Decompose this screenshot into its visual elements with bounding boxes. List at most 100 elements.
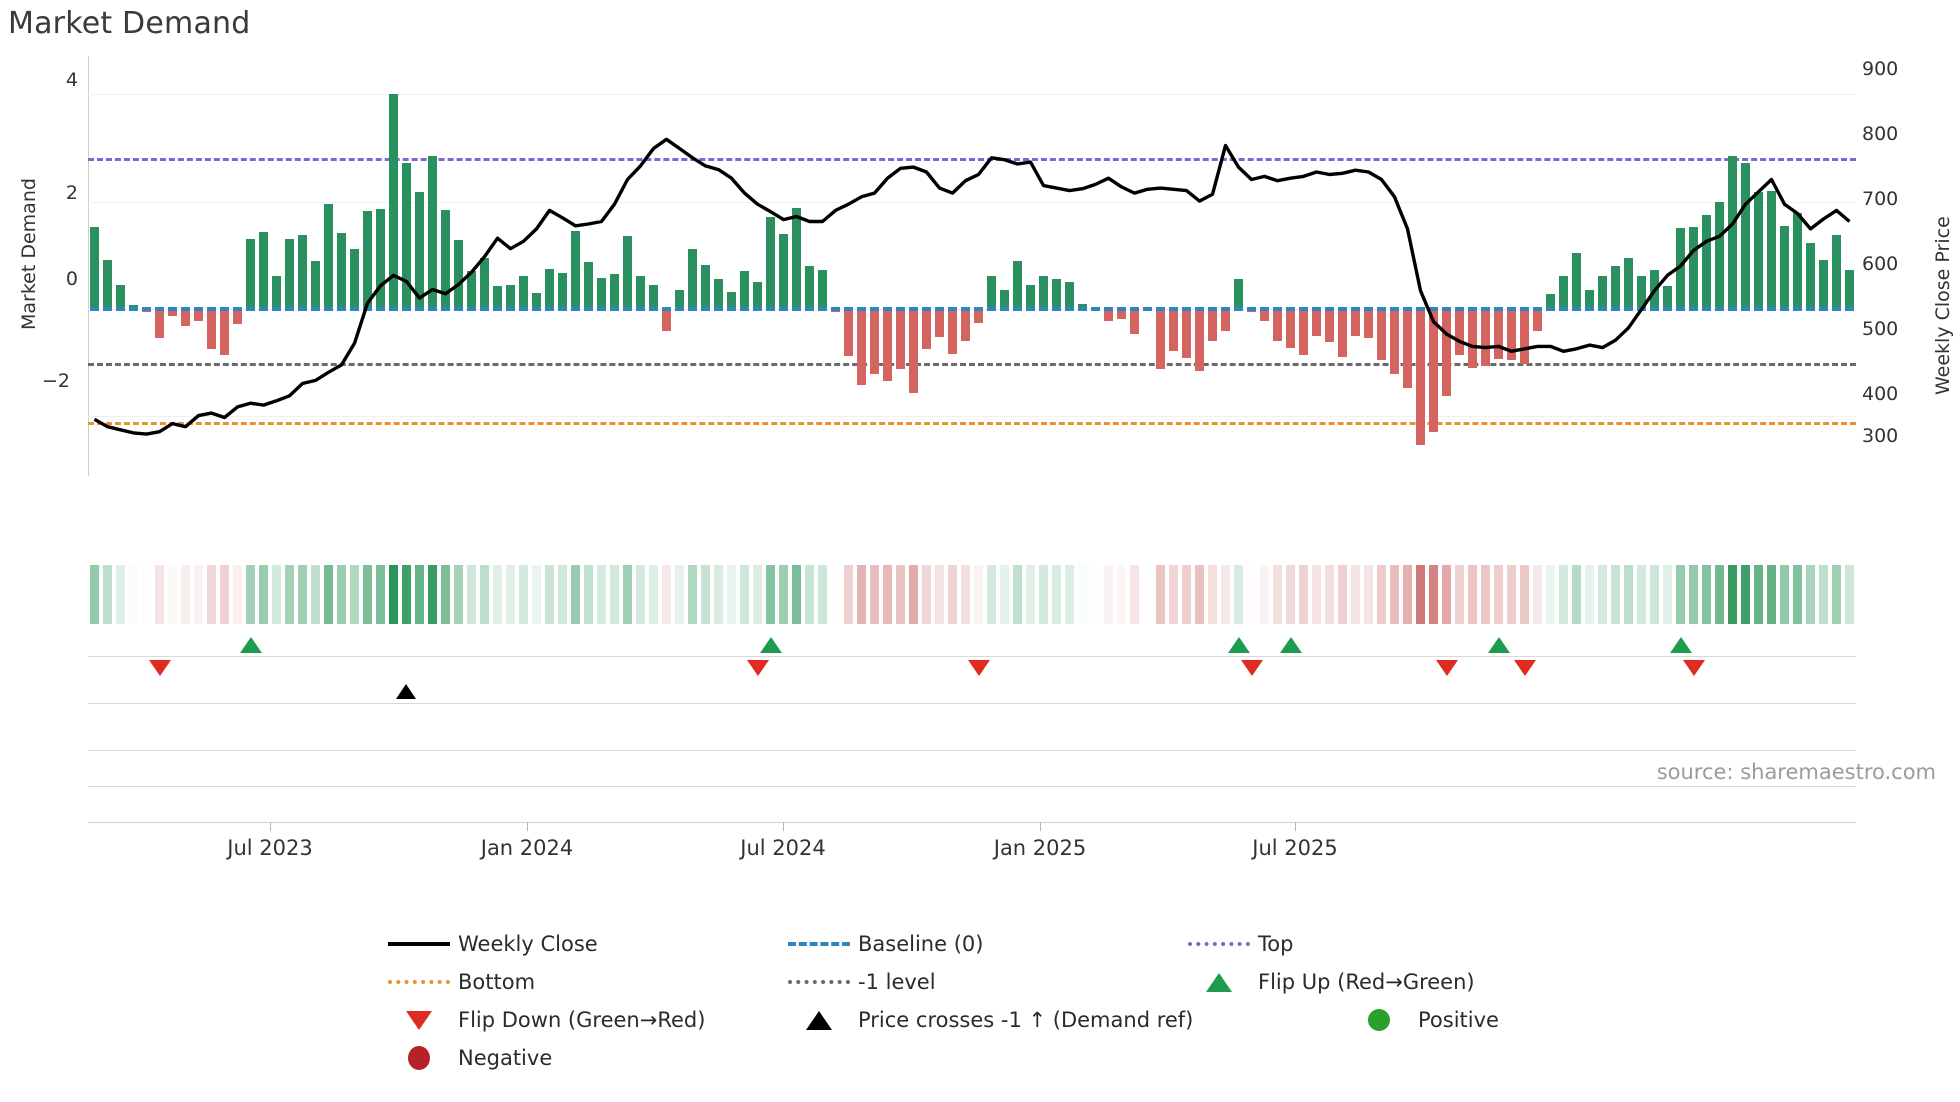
demand-bar <box>649 284 658 309</box>
line-dot-orange-icon <box>380 980 458 984</box>
legend-item-baseline[interactable]: Baseline (0) <box>780 932 1180 956</box>
legend-item-bottom[interactable]: Bottom <box>380 970 780 994</box>
demand-bar <box>1260 308 1269 321</box>
strip-cell <box>1234 565 1243 624</box>
strip-cell <box>480 565 489 624</box>
legend-row-1: Weekly Close Baseline (0) Top <box>380 925 1630 963</box>
legend-item-weekly-close[interactable]: Weekly Close <box>380 932 780 956</box>
baseline-tick <box>1572 306 1581 311</box>
strip-cell <box>1403 565 1412 624</box>
legend-item-negative[interactable]: Negative <box>380 1046 780 1070</box>
legend-label-flip-down: Flip Down (Green→Red) <box>458 1008 706 1032</box>
strip-cell <box>1572 565 1581 624</box>
legend-item-flip-up[interactable]: Flip Up (Red→Green) <box>1180 970 1580 994</box>
strip-cell <box>1221 565 1230 624</box>
baseline-tick <box>207 306 216 311</box>
legend-label-minus-one-level: -1 level <box>858 970 936 994</box>
demand-bar <box>467 271 476 309</box>
demand-bar <box>363 210 372 309</box>
strip-cell <box>545 565 554 624</box>
baseline-tick <box>1182 306 1191 311</box>
demand-bar <box>350 248 359 309</box>
baseline-tick <box>883 306 892 311</box>
demand-bar <box>1845 270 1854 309</box>
demand-bar <box>194 308 203 321</box>
demand-bar <box>1026 284 1035 309</box>
legend-label-top: Top <box>1258 932 1294 956</box>
demand-bar <box>103 260 112 309</box>
baseline-tick <box>155 306 164 311</box>
legend-item-positive[interactable]: Positive <box>1340 1008 1580 1032</box>
baseline-tick <box>870 306 879 311</box>
baseline-tick <box>129 306 138 311</box>
baseline-tick <box>337 306 346 311</box>
baseline-tick <box>1806 306 1815 311</box>
demand-bar <box>714 279 723 309</box>
demand-bar <box>740 271 749 309</box>
baseline-tick <box>1312 306 1321 311</box>
y-tick-right-3: 600 <box>1862 253 1899 275</box>
demand-bar <box>1754 191 1763 309</box>
x-tick-3 <box>1040 822 1041 831</box>
strip-cell <box>402 565 411 624</box>
demand-bar <box>623 235 632 309</box>
baseline-tick <box>1065 306 1074 311</box>
demand-bar <box>1767 190 1776 309</box>
strip-cell <box>1715 565 1724 624</box>
strip-cell <box>324 565 333 624</box>
strip-cell <box>753 565 762 624</box>
triangle-up-black-icon <box>780 1010 858 1030</box>
legend-item-top[interactable]: Top <box>1180 932 1580 956</box>
strip-cell <box>1598 565 1607 624</box>
lane-divider-4 <box>88 786 1856 787</box>
strip-cell <box>779 565 788 624</box>
strip-cell <box>857 565 866 624</box>
strip-cell <box>1806 565 1815 624</box>
strip-cell <box>1208 565 1217 624</box>
baseline-tick <box>818 306 827 311</box>
baseline-tick <box>1767 306 1776 311</box>
strip-cell <box>1312 565 1321 624</box>
baseline-tick <box>1091 306 1100 311</box>
strip-cell <box>350 565 359 624</box>
baseline-tick <box>220 306 229 311</box>
baseline-tick <box>740 306 749 311</box>
baseline-tick <box>623 306 632 311</box>
demand-bar <box>1000 290 1009 309</box>
baseline-tick <box>792 306 801 311</box>
legend-label-negative: Negative <box>458 1046 553 1070</box>
legend-item-flip-down[interactable]: Flip Down (Green→Red) <box>380 1008 780 1032</box>
strip-cell <box>1247 565 1256 624</box>
bottom-reference-line <box>88 421 1856 425</box>
demand-bar <box>571 231 580 309</box>
demand-bar <box>1806 243 1815 309</box>
baseline-tick <box>1078 306 1087 311</box>
strip-cell <box>1702 565 1711 624</box>
flip-up-marker <box>1227 637 1250 653</box>
demand-bar <box>90 227 99 309</box>
gridline-0 <box>88 308 1856 310</box>
demand-bar <box>1117 308 1126 319</box>
baseline-tick <box>1533 306 1542 311</box>
demand-bar <box>818 270 827 309</box>
legend-item-minus-one-level[interactable]: -1 level <box>780 970 1180 994</box>
y-tick-right-6: 300 <box>1862 425 1899 447</box>
legend-item-price-cross[interactable]: Price crosses -1 ↑ (Demand ref) <box>780 1008 1340 1032</box>
strip-cell <box>636 565 645 624</box>
baseline-tick <box>233 306 242 311</box>
baseline-tick <box>714 306 723 311</box>
demand-bar <box>259 232 268 309</box>
baseline-tick <box>1247 306 1256 311</box>
legend-row-2: Bottom -1 level Flip Up (Red→Green) <box>380 963 1630 1001</box>
line-dot-purple-icon <box>1180 942 1258 946</box>
strip-cell <box>1078 565 1087 624</box>
legend-label-baseline: Baseline (0) <box>858 932 984 956</box>
circle-red-icon <box>380 1046 458 1070</box>
demand-bar <box>428 155 437 309</box>
demand-bar <box>1338 308 1347 358</box>
strip-cell <box>1000 565 1009 624</box>
demand-bar <box>727 291 736 309</box>
strip-cell <box>597 565 606 624</box>
demand-bar <box>1494 308 1503 360</box>
strip-cell <box>1026 565 1035 624</box>
